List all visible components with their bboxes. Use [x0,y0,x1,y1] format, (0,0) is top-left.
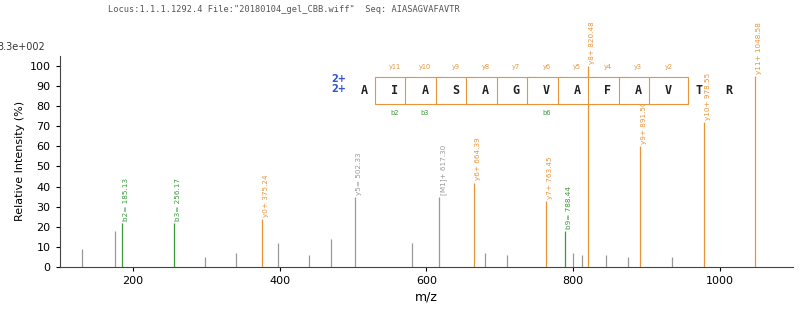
Text: A: A [574,84,581,97]
Text: y2: y2 [664,64,673,70]
FancyBboxPatch shape [466,77,505,104]
Text: 2+: 2+ [330,84,346,94]
Text: y8: y8 [482,64,490,70]
FancyBboxPatch shape [497,77,536,104]
Text: y3: y3 [634,64,642,70]
FancyBboxPatch shape [375,77,414,104]
Text: y5= 502.33: y5= 502.33 [356,152,362,195]
Text: V: V [543,84,550,97]
Text: A: A [634,84,642,97]
Text: I: I [391,84,398,97]
Text: y6+ 664.39: y6+ 664.39 [474,138,481,180]
Text: b9= 788.44: b9= 788.44 [566,186,572,229]
Text: [M1]+ 617.30: [M1]+ 617.30 [440,144,447,195]
Text: b3= 256.17: b3= 256.17 [175,178,182,221]
Text: S: S [452,84,459,97]
FancyBboxPatch shape [558,77,597,104]
Text: A: A [482,84,490,97]
Text: y10+ 978.55: y10+ 978.55 [705,73,711,120]
Text: y11: y11 [388,64,401,70]
Text: b3: b3 [421,110,429,116]
Text: y8+ 820.48: y8+ 820.48 [589,21,595,64]
Text: y5: y5 [573,64,581,70]
Text: y6: y6 [542,64,550,70]
Text: b2: b2 [390,110,398,116]
Text: G: G [513,84,520,97]
Text: y7: y7 [512,64,520,70]
Text: y7+ 763.45: y7+ 763.45 [547,156,554,199]
Text: b2= 185.13: b2= 185.13 [123,178,129,221]
Text: Locus:1.1.1.1292.4 File:"20180104_gel_CBB.wiff"  Seq: AIASAGVAFAVTR: Locus:1.1.1.1292.4 File:"20180104_gel_CB… [108,5,460,14]
Text: T: T [695,84,702,97]
Text: y10: y10 [418,64,431,70]
Text: y0+ 375.24: y0+ 375.24 [262,174,269,217]
FancyBboxPatch shape [527,77,566,104]
FancyBboxPatch shape [588,77,627,104]
FancyBboxPatch shape [436,77,474,104]
FancyBboxPatch shape [618,77,658,104]
Text: y9+ 891.50: y9+ 891.50 [642,102,647,144]
Text: y4: y4 [603,64,611,70]
Y-axis label: Relative Intensity (%): Relative Intensity (%) [15,101,26,221]
Text: y11+ 1048.58: y11+ 1048.58 [757,22,762,74]
Text: 2+: 2+ [330,74,346,84]
Text: y9: y9 [451,64,459,70]
FancyBboxPatch shape [649,77,688,104]
FancyBboxPatch shape [406,77,444,104]
Text: A: A [422,84,429,97]
Text: R: R [726,84,733,97]
Text: A: A [361,84,367,97]
Text: 3.3e+002: 3.3e+002 [0,42,45,52]
Text: F: F [604,84,611,97]
Text: V: V [665,84,672,97]
Text: b6: b6 [542,110,551,116]
X-axis label: m/z: m/z [415,290,438,303]
